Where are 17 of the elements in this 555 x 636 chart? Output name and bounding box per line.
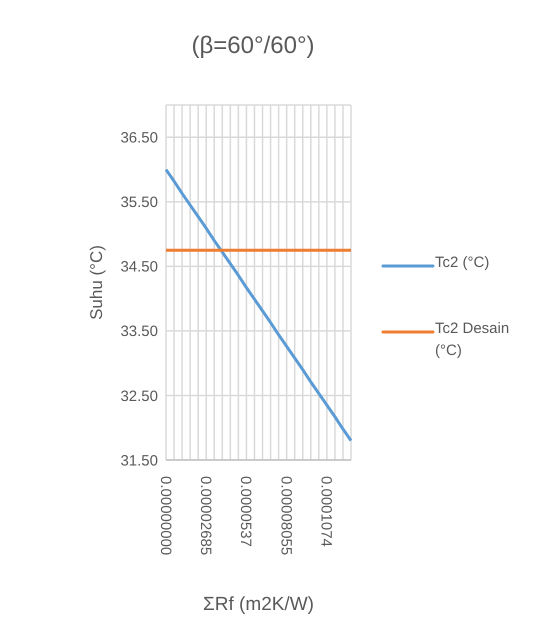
x-tick-label: 0.00008055 [277,476,294,556]
y-tick-label: 34.50 [120,258,158,276]
line-series [164,168,352,442]
chart-title: (β=60°/60°) [190,32,316,60]
x-tick-label: 0.0000537 [237,476,254,547]
x-axis-title: ΣRf (m2K/W) [203,594,314,615]
x-tick-label: 0.00002685 [196,476,214,556]
legend-label: Tc2 Desain (°C) [435,319,510,361]
y-tick-label: 36.50 [120,130,158,147]
y-tick-label: 32.50 [120,388,158,405]
legend-label: Tc2 (°C) [435,253,490,273]
y-tick-label: 35.50 [120,194,158,212]
y-axis-title: Suhu (°C) [87,245,106,320]
y-tick-label: 31.50 [120,452,158,470]
y-tick-label: 33.50 [120,323,158,340]
x-tick-label: 0.00000000 [156,476,174,556]
x-tick-label: 0.0001074 [318,476,335,547]
